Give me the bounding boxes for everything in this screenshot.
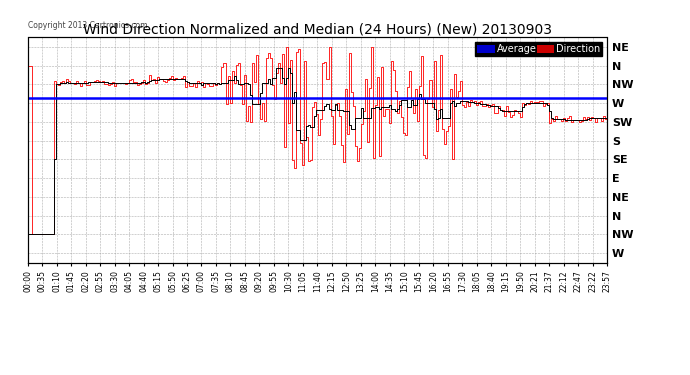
- Legend: Average, Direction: Average, Direction: [475, 42, 602, 56]
- Text: Copyright 2013 Cartronics.com: Copyright 2013 Cartronics.com: [28, 21, 147, 30]
- Title: Wind Direction Normalized and Median (24 Hours) (New) 20130903: Wind Direction Normalized and Median (24…: [83, 22, 552, 36]
